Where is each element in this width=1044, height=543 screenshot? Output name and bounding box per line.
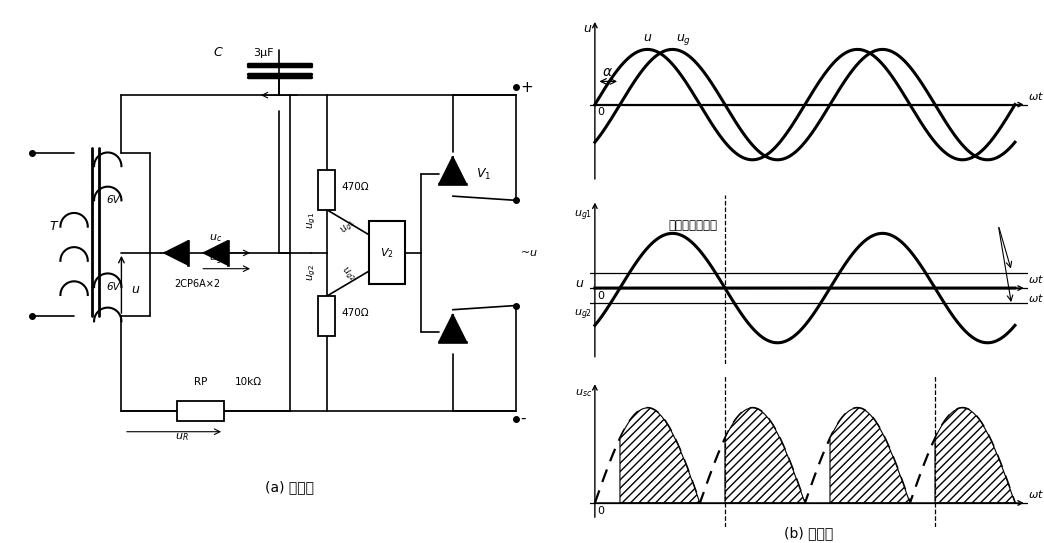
Polygon shape (725, 408, 805, 503)
Text: $V_2$: $V_2$ (380, 246, 394, 260)
Text: $V_1$: $V_1$ (476, 167, 492, 181)
Text: $u$: $u$ (643, 31, 652, 44)
Text: T: T (49, 220, 56, 233)
Text: $u_R$: $u_R$ (175, 432, 189, 444)
Text: $u_{sc}$: $u_{sc}$ (575, 387, 592, 399)
Text: $\omega t$: $\omega t$ (1027, 488, 1044, 500)
Text: $u_{g2}$: $u_{g2}$ (338, 264, 358, 284)
Polygon shape (830, 408, 910, 503)
Text: $C$: $C$ (213, 46, 224, 59)
Text: 3μF: 3μF (253, 48, 274, 58)
Text: 10kΩ: 10kΩ (235, 377, 262, 387)
Text: $u$: $u$ (130, 283, 140, 296)
Text: $u_{g2}$: $u_{g2}$ (574, 307, 592, 322)
Text: $u_{g1}$: $u_{g1}$ (306, 212, 317, 229)
Text: -: - (520, 411, 525, 426)
Polygon shape (440, 315, 467, 342)
Text: ~$u$: ~$u$ (520, 248, 538, 258)
Text: 470Ω: 470Ω (341, 182, 369, 192)
Text: RP: RP (193, 377, 207, 387)
Text: 0: 0 (597, 108, 604, 117)
Text: $u$: $u$ (575, 277, 585, 291)
Polygon shape (935, 408, 1015, 503)
Text: $u_g$: $u_g$ (675, 32, 691, 47)
Polygon shape (165, 241, 188, 264)
Text: $u_g$: $u_g$ (209, 252, 223, 267)
Text: 6V: 6V (106, 195, 120, 205)
Text: $u_{g1}$: $u_{g1}$ (574, 208, 592, 223)
Text: (a) 电路图: (a) 电路图 (265, 480, 314, 494)
Bar (318, 296, 335, 336)
Bar (318, 170, 335, 210)
Polygon shape (620, 408, 699, 503)
Text: $\omega t$: $\omega t$ (1027, 273, 1044, 285)
Text: $u$: $u$ (583, 22, 592, 35)
Text: (b) 波形图: (b) 波形图 (784, 526, 834, 540)
Text: +: + (520, 80, 532, 95)
Polygon shape (440, 157, 467, 184)
Text: 0: 0 (597, 506, 604, 516)
Text: 晶闸管触发电压: 晶闸管触发电压 (668, 219, 717, 232)
Text: $\omega t$: $\omega t$ (1027, 292, 1044, 304)
Polygon shape (204, 241, 228, 264)
Text: 470Ω: 470Ω (341, 308, 369, 318)
Bar (176, 401, 224, 421)
Text: 0: 0 (597, 292, 604, 301)
Text: $u_{g1}$: $u_{g1}$ (338, 217, 358, 237)
Text: 2CP6A×2: 2CP6A×2 (174, 280, 220, 289)
Text: $\omega t$: $\omega t$ (1027, 90, 1044, 102)
Text: $\alpha$: $\alpha$ (602, 65, 613, 79)
Text: $u_{g2}$: $u_{g2}$ (306, 264, 317, 281)
FancyBboxPatch shape (369, 222, 405, 285)
Text: 6V: 6V (106, 282, 120, 292)
Text: $u_c$: $u_c$ (210, 232, 222, 244)
